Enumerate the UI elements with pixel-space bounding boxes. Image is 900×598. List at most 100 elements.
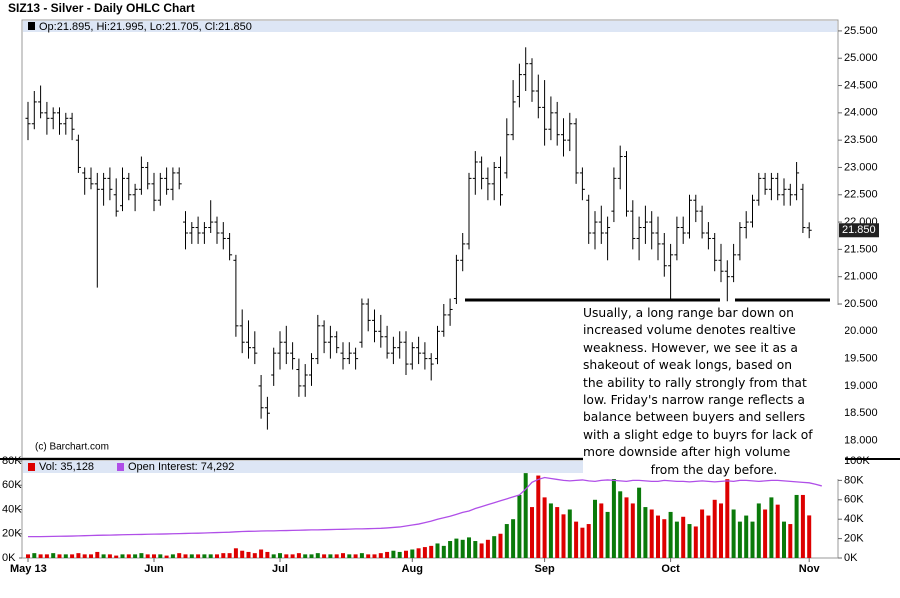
oi-tick-label: 0K (844, 552, 858, 564)
volume-bar (782, 521, 786, 558)
volume-bar (221, 553, 226, 558)
volume-bar (580, 527, 585, 558)
volume-bar (158, 554, 163, 558)
volume-bar (725, 479, 730, 558)
y-tick-label: 23.000 (844, 161, 878, 173)
volume-bar (303, 554, 308, 558)
volume-bar (252, 553, 257, 558)
x-tick-label: Oct (661, 563, 680, 575)
volume-bar (240, 550, 245, 558)
volume-bar (479, 543, 484, 558)
volume-bar (397, 551, 402, 558)
volume-swatch (28, 463, 35, 471)
y-tick-label: 21.500 (844, 243, 878, 255)
y-tick-label: 22.500 (844, 189, 878, 201)
volume-bar (284, 554, 289, 558)
open-interest-line (28, 476, 822, 538)
y-tick-label: 19.500 (844, 353, 878, 365)
volume-bar (542, 497, 547, 558)
volume-bar (114, 555, 119, 558)
price-tag-label: 21.850 (842, 224, 876, 236)
volume-bar (32, 553, 37, 558)
volume-bar (309, 554, 314, 558)
volume-bar (378, 553, 383, 558)
volume-bar (574, 521, 579, 558)
volume-bar (769, 497, 774, 558)
volume-bar (70, 554, 75, 558)
volume-bar (599, 503, 604, 558)
volume-bar (322, 554, 327, 558)
volume-bar (265, 551, 270, 558)
volume-bar (643, 507, 648, 558)
volume-bar (693, 526, 698, 558)
volume-bar (164, 555, 169, 558)
volume-bar (215, 554, 219, 558)
copyright: (c) Barchart.com (35, 442, 109, 453)
price-tag (839, 223, 879, 238)
volume-bar (700, 509, 705, 558)
y-tick-label: 21.000 (844, 271, 878, 283)
y-tick-label: 19.000 (844, 380, 878, 392)
volume-bar (807, 515, 812, 558)
volume-bar (485, 539, 490, 558)
annotation: Usually, a long range bar down on increas… (583, 305, 845, 480)
volume-bar (391, 550, 396, 558)
volume-bar (133, 554, 138, 558)
annotation-line: increased volume denotes realtive (583, 323, 796, 338)
volume-bar (454, 538, 459, 558)
y-tick-label: 20.000 (844, 325, 878, 337)
volume-bar (624, 497, 629, 558)
volume-bar (473, 541, 478, 558)
volume-bar (605, 511, 610, 558)
volume-bar (183, 554, 188, 558)
volume-bar (208, 554, 213, 558)
chart-title: SIZ13 - Silver - Daily OHLC Chart (8, 1, 195, 15)
volume-bar (674, 521, 679, 558)
volume-bar (385, 551, 390, 558)
volume-bar (637, 487, 642, 558)
volume-bar (441, 545, 446, 558)
volume-bar (227, 553, 232, 558)
volume-bar (107, 554, 112, 558)
x-tick-label: Jul (272, 563, 288, 575)
volume-bar (422, 547, 427, 558)
volume-bar (649, 509, 654, 558)
volume-bar (372, 554, 377, 558)
volume-bar (315, 553, 320, 558)
vol-tick-label: 20K (2, 528, 22, 540)
volume-bar (517, 494, 522, 558)
annotation-line: from the day before. (650, 462, 778, 477)
volume-bar (416, 548, 421, 558)
volume-bar (404, 550, 408, 558)
volume-bar (775, 504, 780, 558)
volume-bar (492, 536, 497, 558)
volume-bar (353, 554, 358, 558)
volume-bar (63, 554, 68, 558)
volume-bar (44, 554, 49, 558)
volume-bar (246, 551, 251, 558)
volume-bar (618, 491, 623, 558)
x-tick-label: Sep (535, 563, 555, 575)
oi-swatch (117, 463, 124, 471)
ohlc-legend: Op:21.895, Hi:21.995, Lo:21.705, Cl:21.8… (39, 21, 252, 33)
volume-bar (719, 503, 723, 558)
y-tick-label: 24.500 (844, 79, 878, 91)
volume-bar (460, 539, 465, 558)
vol-tick-label: 40K (2, 503, 22, 515)
annotation-line: Usually, a long range bar down on (583, 306, 794, 320)
volume-bar (750, 521, 755, 558)
volume-bar (271, 554, 276, 558)
volume-bar (145, 554, 150, 558)
x-tick-label: May 13 (10, 563, 47, 575)
volume-bar (536, 475, 541, 558)
volume-bar (435, 543, 440, 558)
annotation-line: more downside after high volume (583, 445, 791, 460)
volume-bar (328, 554, 333, 558)
y-tick-label: 25.000 (844, 52, 878, 64)
volume-bar (366, 554, 371, 558)
annotation-line: with a slight edge to buyrs for lack of (583, 427, 813, 442)
volume-bar (359, 553, 364, 558)
y-tick-label: 23.500 (844, 134, 878, 146)
